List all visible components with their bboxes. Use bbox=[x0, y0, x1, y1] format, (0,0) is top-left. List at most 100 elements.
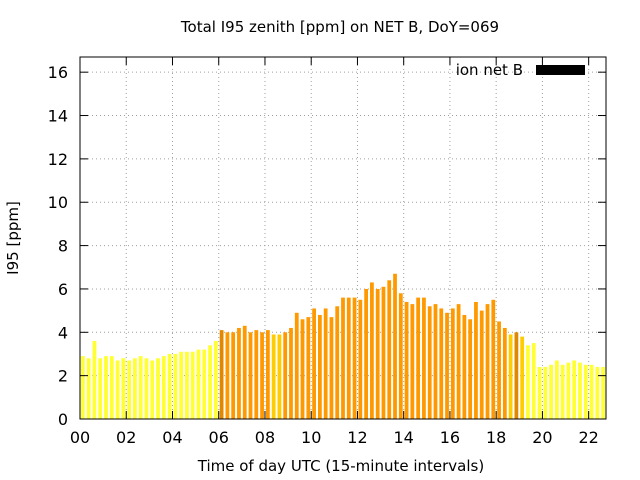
bar bbox=[589, 364, 594, 419]
bar bbox=[416, 297, 421, 419]
x-tick-label: 14 bbox=[394, 428, 414, 447]
bar bbox=[566, 362, 571, 419]
bar bbox=[537, 366, 542, 419]
bar bbox=[237, 327, 241, 419]
bar bbox=[289, 327, 293, 419]
plot-frame bbox=[79, 56, 607, 420]
bar bbox=[514, 332, 519, 419]
y-tick-label: 10 bbox=[48, 193, 68, 212]
bar bbox=[213, 340, 218, 419]
bar bbox=[358, 299, 363, 419]
bar bbox=[277, 334, 282, 419]
bar bbox=[335, 306, 340, 419]
bar bbox=[497, 321, 501, 419]
bar bbox=[121, 358, 126, 419]
bar bbox=[161, 356, 166, 419]
y-tick-label: 8 bbox=[58, 237, 68, 256]
bar bbox=[387, 280, 392, 419]
legend: ion net B bbox=[456, 61, 585, 79]
y-tick-label: 12 bbox=[48, 150, 68, 169]
bar bbox=[508, 334, 513, 419]
bar bbox=[167, 353, 172, 419]
bar bbox=[410, 304, 415, 419]
bar bbox=[578, 362, 582, 419]
bar bbox=[231, 332, 236, 419]
bar bbox=[404, 301, 409, 419]
bar bbox=[283, 332, 288, 419]
bar bbox=[98, 358, 103, 419]
bar bbox=[601, 366, 605, 419]
bar bbox=[173, 353, 178, 419]
bar bbox=[445, 312, 449, 419]
bar bbox=[474, 301, 478, 419]
bar bbox=[208, 345, 212, 419]
bar bbox=[491, 299, 496, 419]
bar bbox=[225, 332, 230, 419]
bar bbox=[543, 366, 548, 419]
x-tick-label: 16 bbox=[440, 428, 460, 447]
x-tick-label: 22 bbox=[578, 428, 598, 447]
bar bbox=[196, 349, 201, 419]
y-tick-label: 16 bbox=[48, 63, 68, 82]
bar bbox=[393, 273, 397, 419]
bar bbox=[271, 334, 276, 419]
bar bbox=[260, 332, 264, 419]
x-tick-label: 12 bbox=[347, 428, 367, 447]
grid bbox=[80, 57, 606, 419]
bar bbox=[520, 336, 525, 419]
bar bbox=[526, 345, 530, 419]
bar bbox=[352, 297, 357, 419]
x-axis-label: Time of day UTC (15-minute intervals) bbox=[197, 457, 484, 475]
bar bbox=[138, 356, 143, 419]
x-tick-label: 18 bbox=[486, 428, 506, 447]
x-tick-label: 06 bbox=[209, 428, 229, 447]
x-tick-label: 02 bbox=[116, 428, 136, 447]
y-tick-label: 6 bbox=[58, 280, 68, 299]
bar bbox=[81, 356, 85, 419]
bar bbox=[456, 304, 461, 419]
bar bbox=[583, 364, 588, 419]
bar bbox=[179, 351, 184, 419]
bar bbox=[364, 288, 369, 419]
bar bbox=[427, 306, 432, 419]
bar bbox=[185, 351, 189, 419]
bar bbox=[133, 358, 137, 419]
y-tick-label: 14 bbox=[48, 107, 68, 126]
bar bbox=[254, 330, 259, 419]
y-tick-label: 0 bbox=[58, 410, 68, 429]
bar bbox=[150, 360, 155, 419]
bar bbox=[479, 310, 484, 419]
bar bbox=[502, 327, 507, 419]
bar bbox=[190, 351, 195, 419]
legend-label: ion net B bbox=[456, 61, 523, 79]
bar bbox=[595, 366, 600, 419]
bar bbox=[560, 364, 565, 419]
bar bbox=[306, 317, 311, 419]
y-tick-label: 2 bbox=[58, 367, 68, 386]
x-tick-label: 20 bbox=[532, 428, 552, 447]
bar bbox=[398, 293, 403, 419]
legend-swatch bbox=[536, 65, 585, 75]
bar bbox=[346, 297, 351, 419]
bar bbox=[156, 358, 160, 419]
bar bbox=[370, 282, 374, 419]
chart-title: Total I95 zenith [ppm] on NET B, DoY=069 bbox=[180, 18, 499, 36]
bar bbox=[248, 332, 253, 419]
bar bbox=[317, 314, 322, 419]
bar bbox=[104, 356, 108, 419]
bar bbox=[341, 297, 345, 419]
bar bbox=[433, 304, 438, 419]
bar bbox=[92, 340, 97, 419]
bar bbox=[294, 312, 299, 419]
bars bbox=[81, 273, 605, 419]
bar bbox=[549, 364, 553, 419]
bar bbox=[323, 308, 328, 419]
bar bbox=[468, 319, 473, 419]
bar bbox=[531, 343, 536, 419]
bar bbox=[144, 358, 149, 419]
bar bbox=[462, 314, 467, 419]
x-tick-label: 04 bbox=[162, 428, 182, 447]
bar bbox=[265, 330, 270, 419]
x-tick-label: 08 bbox=[255, 428, 275, 447]
